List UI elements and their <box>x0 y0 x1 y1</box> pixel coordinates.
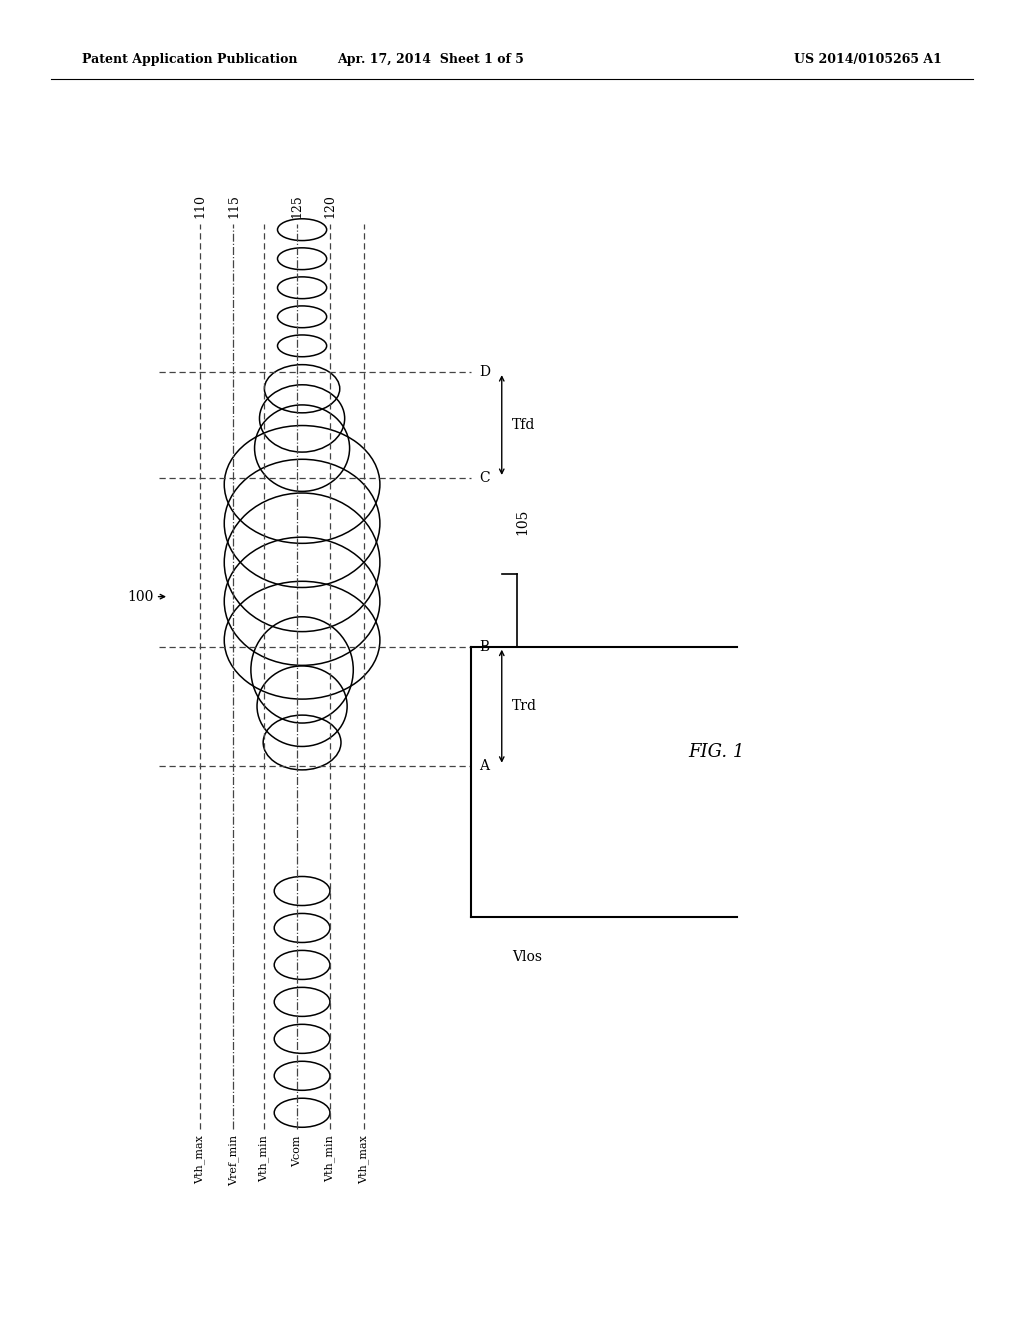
Text: Trd: Trd <box>512 700 537 713</box>
Text: Apr. 17, 2014  Sheet 1 of 5: Apr. 17, 2014 Sheet 1 of 5 <box>337 53 523 66</box>
Text: 120: 120 <box>324 194 336 218</box>
Text: FIG. 1: FIG. 1 <box>688 743 745 762</box>
Text: B: B <box>479 640 489 653</box>
Text: 125: 125 <box>291 194 303 218</box>
Text: 100: 100 <box>127 590 154 603</box>
Text: Patent Application Publication: Patent Application Publication <box>82 53 297 66</box>
Text: 110: 110 <box>194 194 206 218</box>
Text: A: A <box>479 759 489 772</box>
Text: C: C <box>479 471 489 484</box>
Text: Vref_min: Vref_min <box>228 1135 239 1187</box>
Text: Tfd: Tfd <box>512 418 536 432</box>
Text: Vth_min: Vth_min <box>325 1135 335 1183</box>
Text: Vth_max: Vth_max <box>195 1135 205 1184</box>
Text: D: D <box>479 366 490 379</box>
Text: Vlos: Vlos <box>512 950 542 965</box>
Text: 105: 105 <box>515 508 529 535</box>
Text: Vth_min: Vth_min <box>259 1135 269 1183</box>
Text: 115: 115 <box>227 194 240 218</box>
Text: US 2014/0105265 A1: US 2014/0105265 A1 <box>795 53 942 66</box>
Text: Vth_max: Vth_max <box>358 1135 369 1184</box>
Text: Vcom: Vcom <box>292 1135 302 1167</box>
